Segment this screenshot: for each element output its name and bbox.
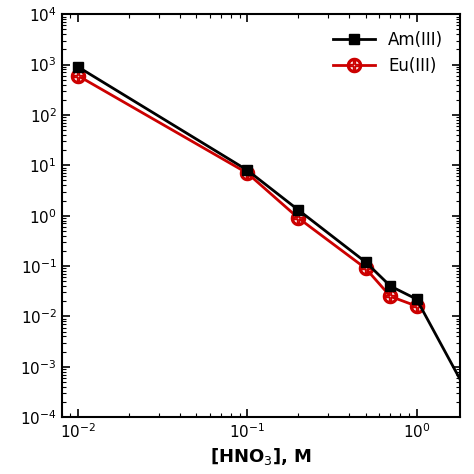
Am(III) xyxy=(388,283,393,289)
Am(III) xyxy=(245,167,250,173)
Am(III) xyxy=(295,207,301,213)
Am(III) xyxy=(414,296,419,302)
Line: Am(III): Am(III) xyxy=(73,62,473,398)
Eu(III) xyxy=(295,215,301,221)
Legend: Am(III), Eu(III): Am(III), Eu(III) xyxy=(325,23,451,83)
Am(III) xyxy=(465,390,470,396)
Eu(III) xyxy=(388,293,393,299)
Am(III) xyxy=(363,259,368,265)
Eu(III) xyxy=(363,265,368,271)
Line: Eu(III): Eu(III) xyxy=(71,69,423,313)
X-axis label: [HNO$_3$], M: [HNO$_3$], M xyxy=(210,446,312,467)
Eu(III) xyxy=(414,303,419,309)
Eu(III) xyxy=(245,170,250,176)
Am(III) xyxy=(75,64,81,70)
Eu(III) xyxy=(75,73,81,79)
